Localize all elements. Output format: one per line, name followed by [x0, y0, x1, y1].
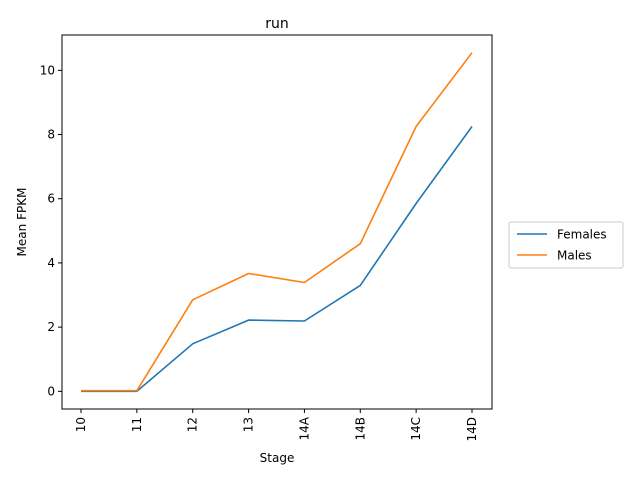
data-point [415, 202, 417, 204]
data-point [471, 125, 473, 127]
y-tick-label: 8 [47, 128, 55, 142]
legend-label: Females [557, 228, 607, 242]
y-axis: 0 2 4 6 8 10 [40, 63, 62, 398]
x-tick-label: 14B [353, 417, 367, 441]
data-point [247, 319, 249, 321]
x-tick-label: 14C [409, 417, 423, 441]
data-point [415, 125, 417, 127]
x-tick-label: 12 [186, 417, 200, 432]
legend-label: Males [557, 249, 592, 263]
data-point [303, 320, 305, 322]
x-tick-label: 13 [242, 417, 256, 432]
series-line-females [81, 126, 473, 393]
x-tick-label: 10 [74, 417, 88, 432]
chart-title: run [265, 16, 289, 32]
series-line-males [81, 52, 473, 392]
data-point [471, 51, 473, 53]
x-tick-label: 14A [297, 416, 311, 440]
y-tick-label: 2 [47, 320, 55, 334]
x-axis: 10 11 12 13 14A 14B 14C 14D [74, 409, 479, 442]
x-axis-label: Stage [260, 451, 295, 465]
y-tick-label: 6 [47, 192, 55, 206]
legend: Females Males [508, 221, 624, 269]
data-point [80, 390, 82, 392]
data-point [192, 299, 194, 301]
y-axis-label: Mean FPKM [15, 188, 29, 257]
plot-frame [61, 34, 493, 410]
series-layer [80, 51, 473, 393]
x-tick-label: 11 [130, 417, 144, 432]
data-point [359, 284, 361, 286]
y-tick-label: 0 [47, 384, 55, 398]
data-point [192, 343, 194, 345]
data-point [136, 390, 138, 392]
data-point [303, 281, 305, 283]
x-tick-label: 14D [465, 417, 479, 442]
data-point [359, 242, 361, 244]
data-point [247, 272, 249, 274]
y-tick-label: 10 [40, 63, 55, 77]
y-tick-label: 4 [47, 256, 55, 270]
